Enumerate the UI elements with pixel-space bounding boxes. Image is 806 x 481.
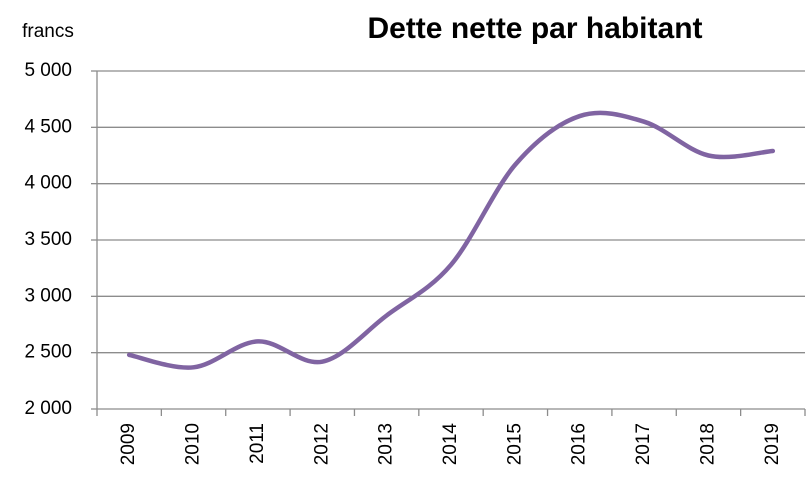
- x-tick-label: 2011: [247, 423, 268, 464]
- x-tick-label: 2013: [376, 423, 397, 465]
- y-axis-label: francs: [22, 21, 74, 42]
- y-tick-label: 2 000: [24, 398, 72, 419]
- x-tick-label: 2015: [504, 423, 525, 465]
- x-tick-label: 2017: [633, 423, 654, 465]
- y-tick-label: 4 000: [24, 173, 72, 194]
- y-tick-label: 3 500: [24, 229, 72, 250]
- x-tick-label: 2012: [311, 423, 332, 465]
- x-tick-label: 2009: [118, 423, 139, 465]
- chart-title: Dette nette par habitant: [367, 12, 702, 45]
- y-tick-label: 2 500: [24, 342, 72, 363]
- x-tick-label: 2019: [762, 423, 783, 465]
- y-tick-label: 3 000: [24, 285, 72, 306]
- y-tick-label: 5 000: [24, 60, 72, 81]
- line-series: [126, 110, 776, 370]
- x-tick-label: 2018: [697, 423, 718, 465]
- x-tick-label: 2016: [569, 423, 590, 465]
- y-tick-label: 4 500: [24, 116, 72, 137]
- x-tick-label: 2010: [183, 423, 204, 465]
- x-tick-label: 2014: [440, 423, 461, 466]
